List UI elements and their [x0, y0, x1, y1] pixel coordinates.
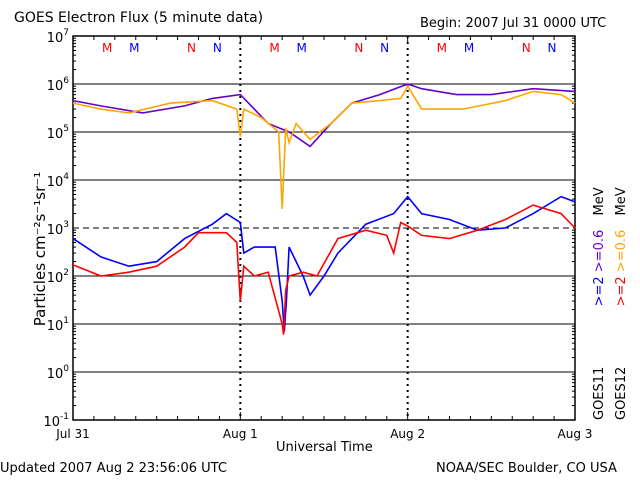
y-tick-label: 100 [47, 364, 70, 382]
local-time-marker: M [297, 41, 307, 55]
legend-goes12-label: GOES12 [614, 366, 629, 420]
local-time-marker: N [522, 41, 531, 55]
local-time-marker: M [129, 41, 139, 55]
local-time-marker: N [380, 41, 389, 55]
x-tick-label: Jul 31 [55, 427, 90, 441]
legend-goes12: GOES12 >=2 >=0.6 MeV [614, 160, 629, 420]
series-goes12-2-mev [72, 204, 576, 335]
y-axis-label: Particles cm⁻²s⁻¹sr⁻¹ [31, 171, 49, 327]
y-tick-label: 101 [47, 316, 69, 334]
legend-goes11-2mev: >=2 [592, 276, 607, 307]
series-goes12-0-6-mev [72, 84, 576, 209]
legend-goes12-06mev: >=0.6 [614, 229, 629, 273]
legend-goes12-2mev: >=2 [614, 276, 629, 307]
y-tick-label: 10-1 [43, 412, 69, 430]
y-tick-label: 106 [47, 76, 70, 94]
source-text: NOAA/SEC Boulder, CO USA [436, 461, 617, 476]
series-goes11-2-mev [72, 195, 576, 332]
x-tick-label: Aug 1 [223, 427, 258, 441]
local-time-marker: N [354, 41, 363, 55]
y-tick-label: 102 [47, 268, 69, 286]
local-time-marker: M [269, 41, 279, 55]
y-tick-label: 104 [47, 172, 70, 190]
local-time-marker: M [464, 41, 474, 55]
legend-unit-2: MeV [614, 187, 629, 216]
series-goes11-0-6-mev [72, 83, 576, 148]
legend-goes11-label: GOES11 [592, 366, 607, 420]
x-tick-label: Aug 3 [558, 427, 593, 441]
chart-title: GOES Electron Flux (5 minute data) [14, 10, 264, 26]
local-time-marker: N [187, 41, 196, 55]
local-time-marker: N [547, 41, 556, 55]
updated-text: Updated 2007 Aug 2 23:56:06 UTC [0, 461, 227, 476]
local-time-marker: N [213, 41, 222, 55]
x-axis-label: Universal Time [276, 440, 373, 455]
local-time-marker: M [102, 41, 112, 55]
y-tick-label: 105 [47, 124, 69, 142]
y-tick-label: 103 [47, 220, 69, 238]
y-tick-label: 107 [47, 28, 69, 46]
begin-time: Begin: 2007 Jul 31 0000 UTC [420, 16, 607, 31]
legend-goes11-06mev: >=0.6 [592, 229, 607, 273]
local-time-marker: M [437, 41, 447, 55]
legend-unit-1: MeV [592, 187, 607, 216]
x-tick-label: Aug 2 [390, 427, 425, 441]
legend-goes11: GOES11 >=2 >=0.6 MeV [592, 160, 607, 420]
